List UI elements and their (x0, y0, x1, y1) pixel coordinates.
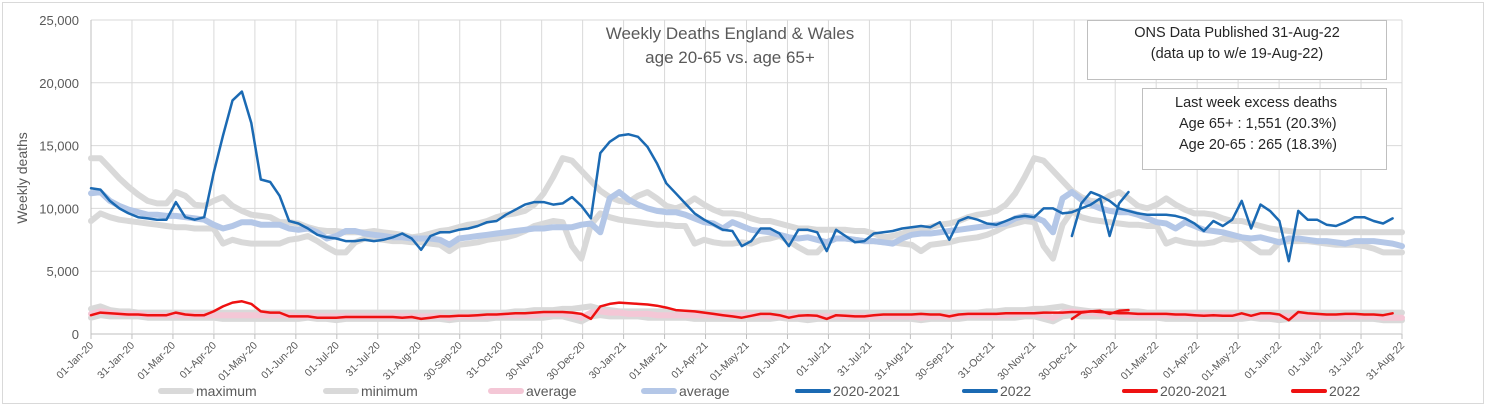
legend-item: maximum (158, 381, 257, 401)
x-tick-label: 31-Oct-20 (464, 340, 506, 382)
legend-item: 2020-2021 (795, 381, 900, 401)
x-tick-label: 01-Mar-22 (1119, 340, 1162, 383)
legend-label: 2020-2021 (833, 383, 900, 399)
y-tick-label: 15,000 (39, 139, 79, 154)
legend-swatch (1291, 389, 1327, 393)
x-tick-label: 31-Jul-22 (1327, 340, 1367, 380)
x-tick-label: 01-May-20 (216, 340, 260, 384)
excess-deaths-note: Last week excess deaths Age 65+ : 1,551 … (1142, 88, 1387, 170)
legend-swatch (158, 388, 194, 394)
x-tick-label: 01-Jul-21 (794, 340, 834, 380)
x-tick-label: 30-Nov-21 (995, 340, 1038, 383)
x-tick-label: 30-Nov-20 (504, 340, 547, 383)
excess-deaths-20-65: Age 20-65 : 265 (18.3%) (1179, 137, 1337, 153)
x-tick-label: 31-Aug-22 (1364, 340, 1407, 383)
x-tick-label: 01-Mar-21 (627, 340, 670, 383)
series-line-age-20-65-2022 (1070, 310, 1394, 322)
x-tick-label: 30-Jan-21 (587, 340, 629, 382)
legend-label: 2022 (1000, 383, 1032, 399)
series-line-age-65-2022 (1070, 190, 1394, 263)
x-tick-label: 01-May-22 (1199, 340, 1243, 384)
x-tick-label: 31-Oct-21 (956, 340, 998, 382)
legend-label: 2022 (1329, 383, 1361, 399)
x-tick-label: 01-Mar-20 (135, 340, 178, 383)
series-line-age-65-2020-2021 (89, 90, 1130, 253)
chart-subtitle: age 20-65 vs. age 65+ (645, 48, 815, 67)
x-tick-label: 01-Apr-22 (1161, 340, 1203, 382)
x-tick-label: 30-Dec-21 (1036, 340, 1079, 383)
y-axis-label: Weekly deaths (14, 132, 30, 224)
legend: maximum minimum average average 2020-2021 202… (0, 381, 1486, 401)
x-tick-label: 30-Dec-20 (545, 340, 588, 383)
excess-deaths-65-plus: Age 65+ : 1,551 (20.3%) (1179, 116, 1337, 132)
legend-swatch (488, 388, 524, 394)
series-group (88, 90, 1405, 325)
y-tick-label: 10,000 (39, 201, 79, 216)
x-tick-label: 01-Jan-20 (54, 340, 96, 382)
x-tick-label: 01-Apr-20 (178, 340, 220, 382)
x-tick-label: 01-May-21 (708, 340, 752, 384)
excess-deaths-heading: Last week excess deaths (1175, 95, 1338, 111)
x-tick-label: 30-Jan-22 (1078, 340, 1120, 382)
publication-date: ONS Data Published 31-Aug-22 (1134, 25, 1340, 41)
legend-swatch (641, 388, 677, 394)
x-tick-label: 31-Aug-20 (381, 340, 424, 383)
x-tick-label: 01-Jul-22 (1286, 340, 1326, 380)
legend-item: 2022 (1291, 381, 1360, 401)
x-tick-label: 31-Aug-21 (872, 340, 915, 383)
x-tick-label: 30-Sep-20 (422, 340, 465, 383)
legend-item: minimum (323, 381, 418, 401)
legend-label: maximum (196, 383, 257, 399)
legend-item: 2022 (962, 381, 1031, 401)
y-tick-label: 25,000 (39, 13, 79, 28)
legend-item: average (641, 381, 730, 401)
chart-title: Weekly Deaths England & Wales (605, 24, 855, 43)
y-tick-label: 20,000 (39, 76, 79, 91)
x-tick-label: 01-Jun-21 (751, 340, 793, 382)
x-tick-label: 01-Jun-20 (259, 340, 301, 382)
y-tick-label: 5,000 (46, 264, 79, 279)
legend-swatch (962, 389, 998, 393)
legend-item: 2020-2021 (1122, 381, 1227, 401)
legend-swatch (323, 388, 359, 394)
legend-swatch (795, 389, 831, 393)
x-tick-label: 31-Jan-20 (95, 340, 137, 382)
publication-note: ONS Data Published 31-Aug-22 (data up to… (1087, 20, 1387, 80)
legend-label: average (526, 383, 577, 399)
legend-label: minimum (361, 383, 418, 399)
y-tick-label: 0 (72, 327, 79, 342)
data-range: (data up to w/e 19-Aug-22) (1150, 46, 1324, 62)
x-tick-label: 30-Sep-21 (913, 340, 956, 383)
series-line-age-20-65-2020-2021 (89, 300, 1130, 321)
legend-item: average (488, 381, 577, 401)
chart-title-block: Weekly Deaths England & Wales age 20-65 … (560, 22, 900, 70)
y-axis-ticks: 0 5,000 10,000 15,000 20,000 25,000 (39, 13, 79, 342)
legend-label: average (679, 383, 730, 399)
x-tick-label: 01-Apr-21 (669, 340, 711, 382)
x-tick-label: 31-Jul-20 (343, 340, 383, 380)
x-tick-label: 01-Jun-22 (1242, 340, 1284, 382)
x-tick-label: 01-Jul-20 (302, 340, 342, 380)
legend-swatch (1122, 389, 1158, 393)
x-tick-label: 31-Jul-21 (835, 340, 875, 380)
legend-label: 2020-2021 (1160, 383, 1227, 399)
